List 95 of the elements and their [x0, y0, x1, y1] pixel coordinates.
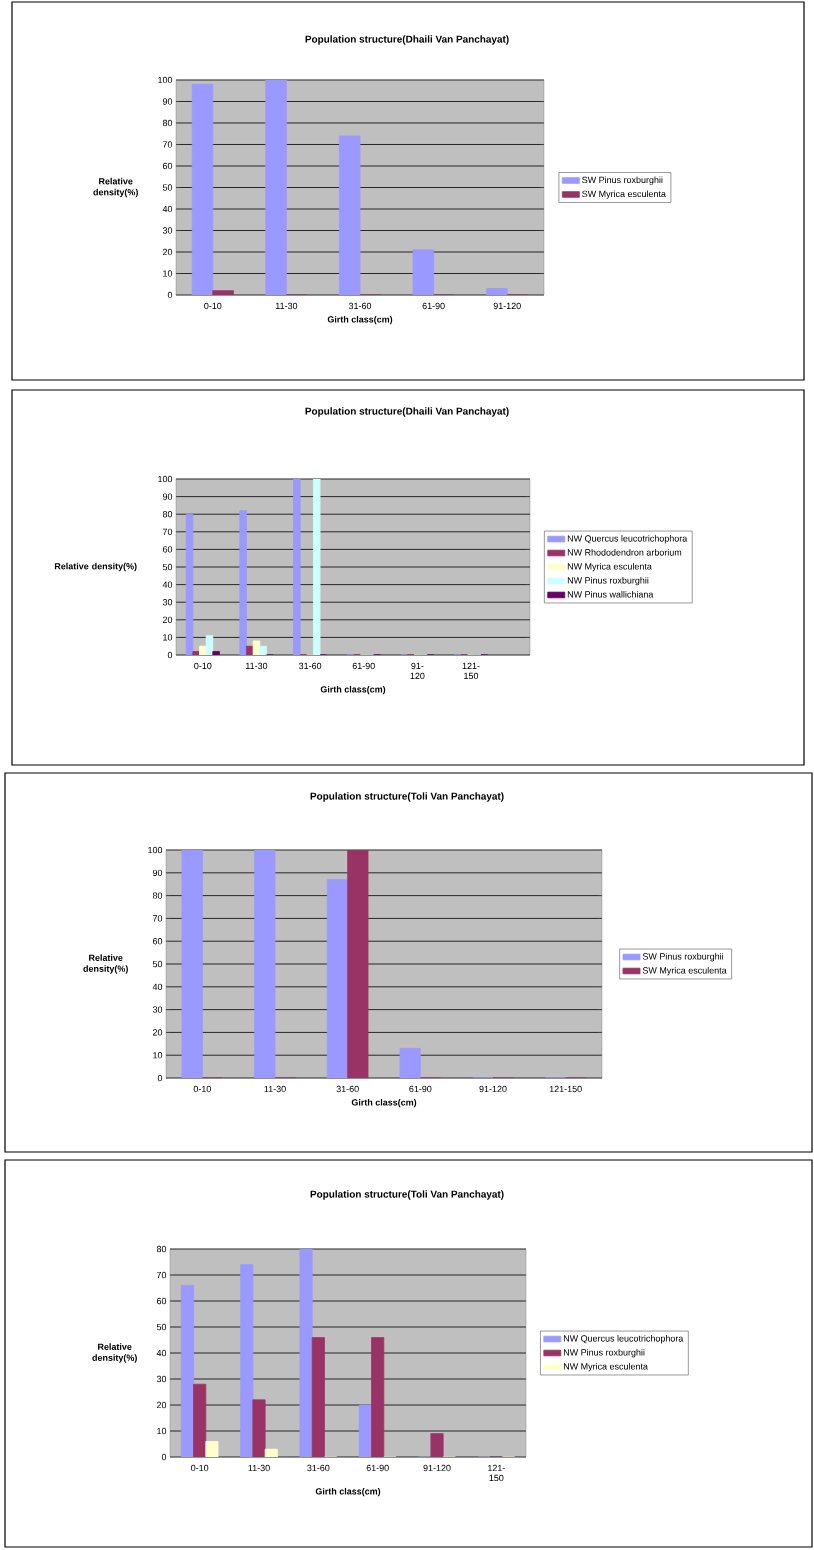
y-tick-label: 0	[161, 1453, 167, 1461]
y-tick-label: 90	[162, 98, 173, 105]
y-tick-label: 30	[162, 599, 173, 606]
legend-label: SW Myrica esculenta	[582, 190, 666, 199]
legend-label: NW Myrica esculenta	[563, 1362, 648, 1372]
chart-title: Population structure(Dhaili Van Panchayat)	[305, 35, 509, 45]
x-tick-label: 91-120	[410, 662, 425, 680]
y-tick-label: 60	[152, 938, 163, 945]
y-tick-label: 10	[163, 270, 173, 277]
bar	[311, 1337, 325, 1458]
y-tick-label: 20	[156, 1401, 167, 1409]
legend-label: SW Pinus roxburghii	[642, 953, 724, 962]
legend-label: SW Myrica esculenta	[642, 967, 727, 976]
y-tick-label: 40	[156, 1349, 167, 1357]
y-tick-label: 20	[162, 248, 173, 256]
chart-title: Population structure(Toli Van Panchayat)	[310, 1190, 504, 1200]
y-axis-title: Relative density(%)	[54, 562, 137, 572]
bar	[252, 1399, 266, 1458]
legend-label: NW Myrica esculenta	[567, 563, 652, 572]
y-tick-label: 80	[152, 892, 163, 899]
x-tick-label: 31-60	[348, 302, 372, 310]
x-tick-label: 61-90	[422, 302, 445, 310]
y-tick-label: 50	[162, 563, 173, 571]
x-tick-label: 61-90	[409, 1085, 432, 1093]
y-tick-label: 100	[158, 475, 173, 483]
y-axis-title: Relative density(%)	[83, 954, 128, 974]
y-tick-label: 20	[162, 616, 173, 623]
y-tick-label: 0	[157, 1074, 163, 1082]
x-tick-label: 61-90	[352, 662, 375, 670]
y-tick-label: 90	[162, 493, 173, 500]
y-tick-label: 30	[162, 227, 173, 234]
legend-label: NW Quercus leucotrichophora	[567, 535, 688, 544]
x-tick-label: 61-90	[366, 1464, 389, 1472]
bar	[252, 640, 261, 656]
x-axis-title: Girth class(cm)	[327, 315, 393, 325]
y-axis-title: Relative density(%)	[93, 177, 138, 198]
y-tick-label: 0	[167, 291, 173, 299]
y-tick-label: 60	[156, 1297, 167, 1305]
x-tick-label: 121-150	[488, 1464, 505, 1482]
y-tick-label: 70	[162, 141, 173, 148]
y-tick-label: 90	[152, 869, 163, 876]
x-tick-label: 0-10	[194, 662, 212, 670]
legend-label: NW Pinus wallichiana	[567, 590, 654, 598]
x-tick-label: 31-60	[298, 662, 322, 670]
legend-label: NW Rhododendron arborium	[567, 549, 682, 556]
x-axis-title: Girth class(cm)	[351, 1098, 417, 1108]
bar	[430, 1433, 444, 1458]
x-tick-label: 0-10	[193, 1085, 211, 1093]
y-tick-label: 40	[152, 983, 163, 990]
y-tick-label: 30	[152, 1006, 163, 1013]
x-tick-label: 11-30	[248, 1464, 270, 1472]
y-tick-label: 80	[162, 119, 173, 127]
bar	[193, 1383, 207, 1458]
x-tick-label: 0-10	[191, 1464, 209, 1472]
y-tick-label: 60	[162, 162, 173, 170]
x-tick-label: 31-60	[336, 1085, 359, 1093]
x-tick-label: 91-120	[493, 302, 521, 310]
y-tick-label: 80	[156, 1245, 167, 1253]
x-tick-label: 31-60	[307, 1464, 330, 1472]
y-tick-label: 10	[157, 1427, 167, 1435]
x-tick-label: 121-150	[462, 662, 480, 680]
x-tick-label: 0-10	[204, 302, 222, 310]
x-tick-label: 11-30	[246, 662, 268, 670]
legend-label: SW Pinus roxburghii	[582, 176, 663, 185]
y-tick-label: 10	[163, 634, 173, 641]
legend-label: NW Pinus roxburghii	[567, 576, 649, 586]
y-tick-label: 0	[167, 651, 173, 659]
chart-title: Population structure(Toli Van Panchayat)	[310, 792, 504, 802]
x-tick-label: 91-120	[479, 1085, 507, 1093]
legend-label: NW Quercus leucotrichophora	[563, 1335, 684, 1344]
y-tick-label: 100	[148, 846, 163, 854]
x-tick-label: 121-150	[549, 1085, 582, 1093]
y-tick-label: 10	[153, 1052, 163, 1059]
y-tick-label: 40	[162, 581, 173, 588]
y-tick-label: 50	[162, 184, 173, 191]
y-tick-label: 40	[162, 205, 173, 213]
y-tick-label: 70	[156, 1271, 167, 1279]
y-tick-label: 50	[152, 960, 163, 968]
legend-label: NW Pinus roxburghii	[563, 1349, 645, 1358]
x-tick-label: 91-120	[423, 1464, 451, 1472]
x-axis-title: Girth class(cm)	[320, 685, 386, 695]
y-tick-label: 20	[152, 1029, 163, 1036]
y-tick-label: 80	[162, 511, 173, 518]
chart-title: Population structure(Dhaili Van Panchayat)	[305, 407, 509, 417]
y-tick-label: 30	[156, 1375, 167, 1383]
y-axis-title: Relative density(%)	[92, 1343, 137, 1363]
y-tick-label: 60	[162, 546, 173, 553]
y-tick-label: 50	[156, 1323, 167, 1331]
y-tick-label: 70	[162, 528, 173, 535]
y-tick-label: 70	[152, 915, 163, 922]
y-tick-label: 100	[158, 76, 173, 84]
bar	[371, 1337, 385, 1458]
x-tick-label: 11-30	[264, 1085, 286, 1093]
x-axis-title: Girth class(cm)	[315, 1487, 381, 1497]
x-tick-label: 11-30	[275, 302, 298, 310]
